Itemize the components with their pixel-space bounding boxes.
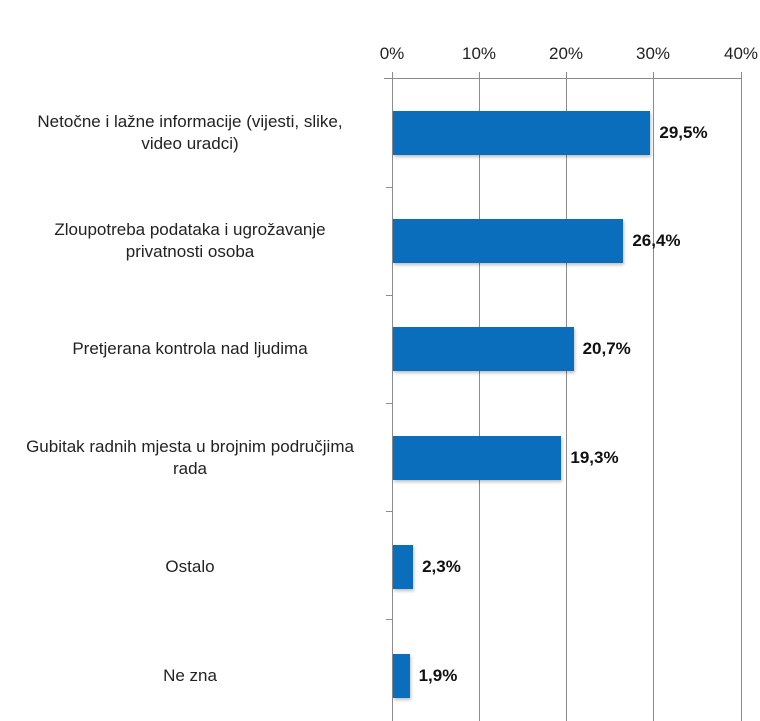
category-label-line: Netočne i lažne informacije (vijesti, sl… — [37, 112, 343, 131]
category-tick — [386, 511, 392, 512]
bar — [393, 436, 562, 480]
category-label: Pretjerana kontrola nad ljudima — [0, 338, 380, 360]
category-tick — [386, 619, 392, 620]
gridline-30 — [653, 72, 654, 721]
value-label: 1,9% — [418, 666, 458, 685]
value-label: 20,7% — [582, 339, 631, 358]
bar — [393, 654, 410, 698]
category-label-line: Pretjerana kontrola nad ljudima — [72, 339, 308, 358]
category-label-line: Zloupotreba podataka i ugrožavanje — [54, 220, 326, 239]
category-label: Zloupotreba podataka i ugrožavanje priva… — [0, 219, 380, 263]
category-label-line: rada — [172, 459, 208, 478]
category-label: Ne zna — [0, 665, 380, 687]
bar — [393, 545, 414, 589]
x-tick-label: 40% — [723, 44, 759, 63]
category-label-line: Gubitak radnih mjesta u brojnim područji… — [26, 437, 354, 456]
category-label: Gubitak radnih mjesta u brojnim područji… — [0, 436, 380, 480]
value-label: 29,5% — [659, 123, 708, 142]
value-label: 26,4% — [632, 231, 681, 250]
category-label: Netočne i lažne informacije (vijesti, sl… — [0, 111, 380, 155]
gridline-20 — [566, 72, 567, 721]
x-tick-label: 0% — [379, 44, 405, 63]
value-label: 19,3% — [570, 448, 619, 467]
gridline-40 — [741, 72, 742, 721]
x-tick-label: 20% — [548, 44, 584, 63]
category-tick — [386, 403, 392, 404]
gridline-0 — [392, 72, 393, 721]
value-label: 2,3% — [422, 557, 461, 576]
gridline-10 — [479, 72, 480, 721]
bar — [393, 327, 574, 371]
x-axis-line — [384, 78, 742, 79]
category-label-line: Ne zna — [163, 666, 217, 685]
x-tick-label: 10% — [461, 44, 497, 63]
category-tick — [386, 295, 392, 296]
category-label-line: video uradci) — [141, 134, 239, 153]
category-tick — [386, 187, 392, 188]
category-label-line: privatnosti osoba — [125, 242, 255, 261]
bar — [393, 219, 624, 263]
bar — [393, 111, 651, 155]
category-label: Ostalo — [0, 556, 380, 578]
x-tick-label: 30% — [635, 44, 671, 63]
category-label-line: Ostalo — [165, 557, 215, 576]
